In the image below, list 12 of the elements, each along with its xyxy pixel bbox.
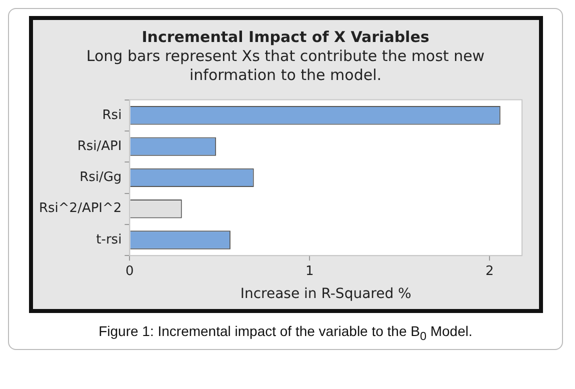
y-tick-label: Rsi/Gg: [79, 170, 122, 186]
caption: Figure 1: Incremental impact of the variable to the B$_{0}$ Model.: [98, 323, 474, 343]
y-tick-label: Rsi: [102, 108, 122, 123]
x-tick-label: 2: [484, 264, 494, 279]
chart-subtitle: Long bars represent Xs that contribute the most new information to the model.: [85, 47, 486, 85]
x-tick-label: 1: [305, 264, 314, 279]
y-tick-label: Rsi^2/API^2: [38, 201, 122, 216]
y-tick-label: Rsi/API: [76, 138, 122, 154]
x-tick-label: 0: [125, 264, 134, 279]
x-axis-title: Increase in R-Squared %: [240, 286, 411, 302]
y-tick-label: t-rsi: [96, 232, 122, 248]
chart-title: Incremental Impact of X Variables: [140, 28, 430, 46]
